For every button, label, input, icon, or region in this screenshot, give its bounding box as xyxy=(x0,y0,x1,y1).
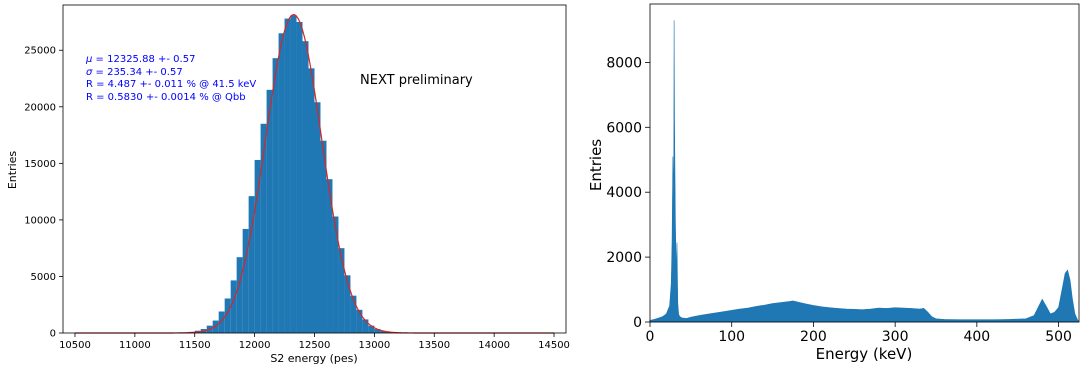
right-y-axis-label: Entries xyxy=(587,139,605,191)
left-chart-s2-energy-histogram: 10500 11000 11500 12000 12500 13000 13500 14000… xyxy=(6,4,570,365)
left-histogram-bars xyxy=(182,15,411,334)
histogram-bar xyxy=(266,89,273,334)
right-plot-frame xyxy=(649,3,1080,323)
y-tick-label: 0 xyxy=(50,329,56,340)
x-tick-label: 13500 xyxy=(418,340,450,351)
y-tick-label: 15000 xyxy=(24,159,56,170)
x-tick-label: 11500 xyxy=(179,340,211,351)
x-tick-label: 14500 xyxy=(538,340,570,351)
y-tick-label: 2000 xyxy=(606,250,642,266)
annotation-resolution-41keV: R = 4.487 +- 0.011 % @ 41.5 keV xyxy=(86,79,256,90)
annotation-resolution-qbb: R = 0.5830 +- 0.0014 % @ Qbb xyxy=(86,92,246,103)
histogram-bar xyxy=(308,68,315,334)
left-y-axis-label: Entries xyxy=(6,151,19,190)
histogram-bar xyxy=(380,330,387,333)
x-tick-label: 14000 xyxy=(478,340,510,351)
histogram-bar xyxy=(260,123,267,333)
x-tick-label: 10500 xyxy=(59,340,91,351)
histogram-bar xyxy=(362,319,369,333)
histogram-bar xyxy=(224,298,231,333)
histogram-bar xyxy=(326,179,333,333)
right-y-axis-ticks: 0 2000 4000 6000 8000 xyxy=(606,55,650,331)
histogram-bar xyxy=(344,275,351,333)
right-energy-spectrum-fill xyxy=(649,20,1080,323)
y-tick-label: 8000 xyxy=(606,55,642,71)
x-tick-label: 11000 xyxy=(119,340,151,351)
x-tick-label: 13000 xyxy=(358,340,390,351)
y-tick-label: 6000 xyxy=(606,120,642,136)
histogram-bar xyxy=(290,15,297,333)
left-y-axis-ticks: 0 5000 10000 15000 20000 25000 xyxy=(24,46,63,340)
histogram-bar xyxy=(284,18,291,333)
histogram-bar xyxy=(236,257,243,333)
y-tick-label: 4000 xyxy=(606,185,642,201)
x-tick-label: 300 xyxy=(882,329,909,345)
right-chart-energy-spectrum: 0 100 200 300 400 500 0 2000 4000 6000 8000 Energ… xyxy=(587,3,1080,363)
annotation-mu: μ = 12325.88 +- 0.57 xyxy=(85,54,195,65)
histogram-bar xyxy=(368,325,375,333)
x-tick-label: 400 xyxy=(963,329,990,345)
x-tick-label: 100 xyxy=(718,329,745,345)
right-x-axis-ticks: 0 100 200 300 400 500 xyxy=(646,322,1072,345)
y-tick-label: 5000 xyxy=(31,272,56,283)
histogram-bar xyxy=(374,329,381,333)
y-tick-label: 25000 xyxy=(24,46,56,57)
histogram-bar xyxy=(278,33,285,333)
histogram-bar xyxy=(356,309,363,333)
histogram-bar xyxy=(350,295,357,333)
histogram-bar xyxy=(254,159,261,333)
histogram-bar xyxy=(320,140,327,333)
x-tick-label: 200 xyxy=(800,329,827,345)
histogram-bar xyxy=(212,320,219,333)
histogram-bar xyxy=(272,58,279,333)
histogram-bar xyxy=(248,196,255,333)
left-x-axis-ticks: 10500 11000 11500 12000 12500 13000 13500 14000… xyxy=(59,333,570,351)
histogram-bar xyxy=(296,21,303,334)
left-x-axis-label: S2 energy (pes) xyxy=(270,352,357,365)
histogram-bar xyxy=(338,248,345,333)
x-tick-label: 500 xyxy=(1045,329,1072,345)
histogram-bar xyxy=(302,41,309,333)
next-preliminary-label: NEXT preliminary xyxy=(360,73,473,88)
histogram-bar xyxy=(332,216,339,333)
right-x-axis-label: Energy (keV) xyxy=(816,345,913,363)
x-tick-label: 12000 xyxy=(239,340,271,351)
y-tick-label: 0 xyxy=(633,315,642,331)
x-tick-label: 12500 xyxy=(299,340,331,351)
histogram-bar xyxy=(242,228,249,333)
left-fit-annotations: μ = 12325.88 +- 0.57 σ = 235.34 +- 0.57 … xyxy=(85,54,256,103)
histogram-bar xyxy=(230,280,237,333)
y-tick-label: 10000 xyxy=(24,215,56,226)
x-tick-label: 0 xyxy=(646,329,655,345)
annotation-sigma: σ = 235.34 +- 0.57 xyxy=(86,67,183,78)
histogram-bar xyxy=(314,102,321,333)
y-tick-label: 20000 xyxy=(24,102,56,113)
histogram-bar xyxy=(218,311,225,333)
